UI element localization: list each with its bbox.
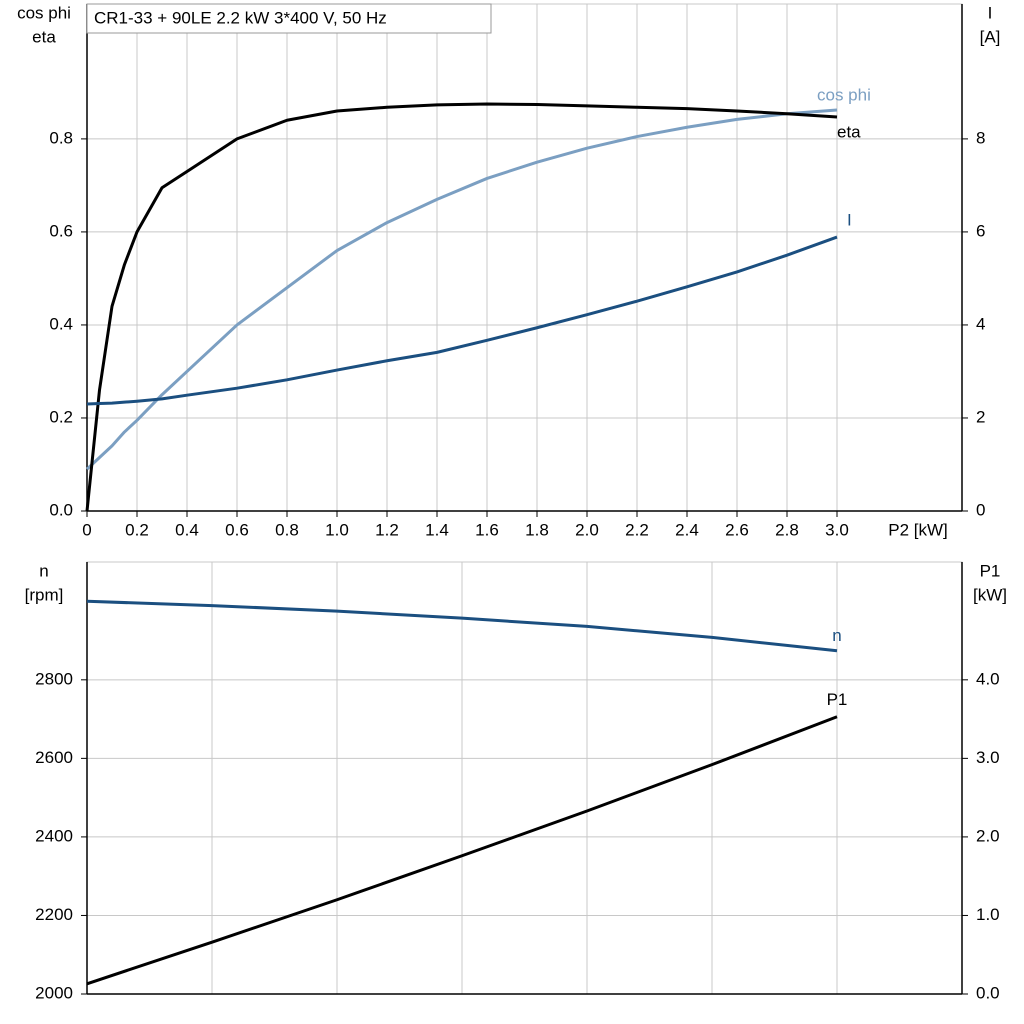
series-line	[86, 715, 838, 986]
y-tick-label: 0.6	[49, 221, 73, 240]
y-axis-label: n	[39, 561, 48, 580]
y-tick-label: 2200	[35, 905, 73, 924]
series-line	[85, 102, 838, 512]
y2-tick-label: 2	[976, 407, 985, 426]
y2-tick-label: 2.0	[976, 826, 1000, 845]
series-label: P1	[827, 690, 848, 709]
y-axis-label: [rpm]	[25, 585, 64, 604]
x-tick-label: 2.6	[725, 520, 749, 539]
y-tick-label: 2000	[35, 983, 73, 1002]
series-line	[86, 599, 838, 653]
y-tick-label: 0.8	[49, 128, 73, 147]
series-label: n	[832, 626, 841, 645]
x-tick-label: 1.0	[325, 520, 349, 539]
y2-tick-label: 4	[976, 314, 985, 333]
series-label: cos phi	[817, 86, 871, 105]
y2-axis-label: I	[988, 3, 993, 22]
y2-axis-label: [A]	[980, 27, 1001, 46]
x-tick-label: 1.2	[375, 520, 399, 539]
y-tick-label: 2600	[35, 748, 73, 767]
x-tick-label: 2.8	[775, 520, 799, 539]
y2-tick-label: 4.0	[976, 669, 1000, 688]
x-tick-label: 1.4	[425, 520, 449, 539]
x-tick-label: 2.0	[575, 520, 599, 539]
y-tick-label: 0.0	[49, 500, 73, 519]
plot-area	[86, 3, 963, 512]
title-box	[86, 3, 492, 34]
x-tick-label: 0.8	[275, 520, 299, 539]
y2-tick-label: 0	[976, 500, 985, 519]
y2-tick-label: 3.0	[976, 748, 1000, 767]
x-tick-label: 2.2	[625, 520, 649, 539]
x-tick-label: 1.6	[475, 520, 499, 539]
y2-tick-label: 6	[976, 221, 985, 240]
x-tick-label: 3.0	[825, 520, 849, 539]
y-tick-label: 0.4	[49, 314, 73, 333]
y-tick-label: 0.2	[49, 407, 73, 426]
x-tick-label: 0.2	[125, 520, 149, 539]
x-tick-label: 0	[82, 520, 91, 539]
y2-tick-label: 1.0	[976, 905, 1000, 924]
x-tick-label: 1.8	[525, 520, 549, 539]
y-tick-label: 2400	[35, 826, 73, 845]
series-label: eta	[837, 123, 861, 142]
series-label: I	[847, 211, 852, 230]
y2-axis-label: [kW]	[973, 585, 1007, 604]
x-tick-label: 0.6	[225, 520, 249, 539]
series-line	[86, 235, 838, 406]
x-tick-label: 0.4	[175, 520, 199, 539]
x-axis-label: P2 [kW]	[888, 520, 948, 539]
y2-axis-label: P1	[980, 561, 1001, 580]
plot-area	[86, 561, 963, 995]
y2-tick-label: 8	[976, 128, 985, 147]
x-tick-label: 2.4	[675, 520, 699, 539]
chart-title: CR1-33 + 90LE 2.2 kW 3*400 V, 50 Hz	[94, 8, 387, 27]
series-line	[85, 108, 838, 471]
y-tick-label: 2800	[35, 669, 73, 688]
y-axis-label: eta	[32, 27, 56, 46]
y2-tick-label: 0.0	[976, 983, 1000, 1002]
y-axis-label: cos phi	[17, 3, 71, 22]
